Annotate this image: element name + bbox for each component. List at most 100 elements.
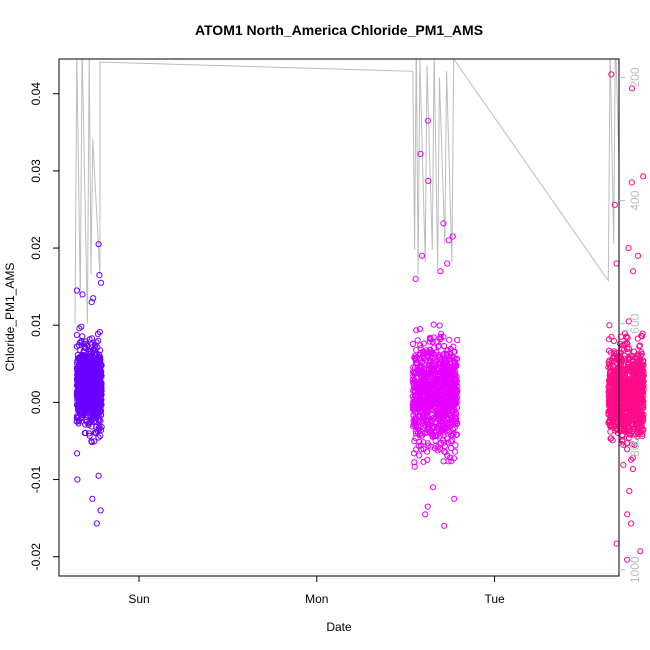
data-point <box>452 388 459 395</box>
data-point-outlier <box>95 472 102 479</box>
data-point <box>606 422 614 429</box>
data-point <box>95 416 102 423</box>
data-point <box>93 390 100 397</box>
data-point <box>446 353 453 360</box>
data-point <box>91 378 98 385</box>
data-point <box>83 402 90 409</box>
data-point <box>413 327 420 334</box>
data-point <box>443 425 450 432</box>
data-point <box>619 367 626 374</box>
data-point-outlier <box>424 503 431 510</box>
data-point <box>625 414 632 421</box>
data-point <box>88 335 96 342</box>
y-tick-label: 0.01 <box>29 313 43 337</box>
data-point <box>607 435 614 442</box>
data-point <box>438 387 446 395</box>
data-point <box>607 428 614 435</box>
data-point <box>76 325 83 332</box>
data-point <box>610 389 617 396</box>
data-point-outlier <box>627 520 635 527</box>
data-point <box>422 373 429 380</box>
data-point <box>414 337 421 344</box>
data-point-outlier <box>425 177 432 184</box>
data-point <box>86 432 93 439</box>
data-point <box>96 328 103 336</box>
data-point <box>619 394 626 401</box>
data-point-outlier <box>624 511 631 518</box>
data-point <box>86 355 93 362</box>
data-point <box>444 435 451 442</box>
data-point-outlier <box>626 488 633 495</box>
y-tick-label: -0.02 <box>29 543 43 571</box>
data-point <box>91 429 98 436</box>
data-point <box>88 391 95 398</box>
data-point <box>93 370 100 377</box>
data-point <box>435 343 442 350</box>
data-point <box>623 412 630 419</box>
data-point <box>447 367 454 374</box>
data-point <box>75 406 82 413</box>
data-point-outlier <box>97 507 104 514</box>
data-point <box>97 432 104 439</box>
data-point <box>447 454 454 461</box>
data-point <box>614 349 621 356</box>
data-point <box>450 354 457 361</box>
data-point <box>77 379 84 386</box>
data-point <box>87 353 94 360</box>
data-point <box>74 369 81 376</box>
data-point-outlier <box>628 179 635 186</box>
data-point <box>454 336 461 344</box>
data-point <box>632 361 639 368</box>
plot-area: -0.02 -0.01 0.00 0.01 0.02 0.03 0.04 Sun Mon Tue 2… <box>29 58 647 606</box>
data-point-outlier <box>625 245 632 252</box>
data-point <box>450 348 457 355</box>
data-point <box>431 393 438 400</box>
data-point <box>615 353 622 360</box>
data-point <box>97 389 104 396</box>
y-tick-label: 0.04 <box>29 82 43 106</box>
data-point <box>617 354 625 361</box>
data-point-outlier <box>424 117 431 124</box>
data-point <box>82 421 89 428</box>
data-point-outlier <box>440 220 447 227</box>
data-point-outlier <box>417 150 424 157</box>
data-point <box>96 423 103 430</box>
data-point <box>605 411 612 418</box>
data-point <box>412 423 420 430</box>
data-point <box>446 389 453 396</box>
data-point <box>607 396 614 403</box>
y-tick-label: 0.00 <box>29 390 43 414</box>
data-point <box>410 372 417 379</box>
data-point <box>624 372 631 379</box>
data-point <box>75 417 83 424</box>
data-point-outlier <box>608 71 615 78</box>
data-point <box>605 384 612 391</box>
data-point <box>421 429 428 437</box>
data-point <box>94 344 101 351</box>
right-tick-label: 600 <box>628 313 642 333</box>
data-point-outlier <box>628 85 636 92</box>
data-point <box>441 448 448 455</box>
data-point <box>439 384 446 391</box>
data-point <box>92 386 99 393</box>
data-point <box>414 365 421 372</box>
data-point <box>612 427 619 434</box>
data-point <box>411 421 418 428</box>
data-point-outlier <box>449 233 456 240</box>
data-point <box>640 372 647 379</box>
data-point <box>89 407 97 414</box>
data-point <box>616 376 624 383</box>
data-point <box>440 406 447 413</box>
data-point <box>432 432 439 439</box>
data-point <box>625 318 632 325</box>
data-point <box>423 410 430 417</box>
data-point <box>434 392 442 399</box>
data-point <box>639 333 646 340</box>
data-point <box>420 400 427 407</box>
data-point <box>445 439 452 446</box>
data-point <box>640 405 647 412</box>
data-point <box>615 386 622 393</box>
data-point <box>446 406 453 413</box>
data-point <box>630 360 637 367</box>
data-point <box>420 458 427 465</box>
